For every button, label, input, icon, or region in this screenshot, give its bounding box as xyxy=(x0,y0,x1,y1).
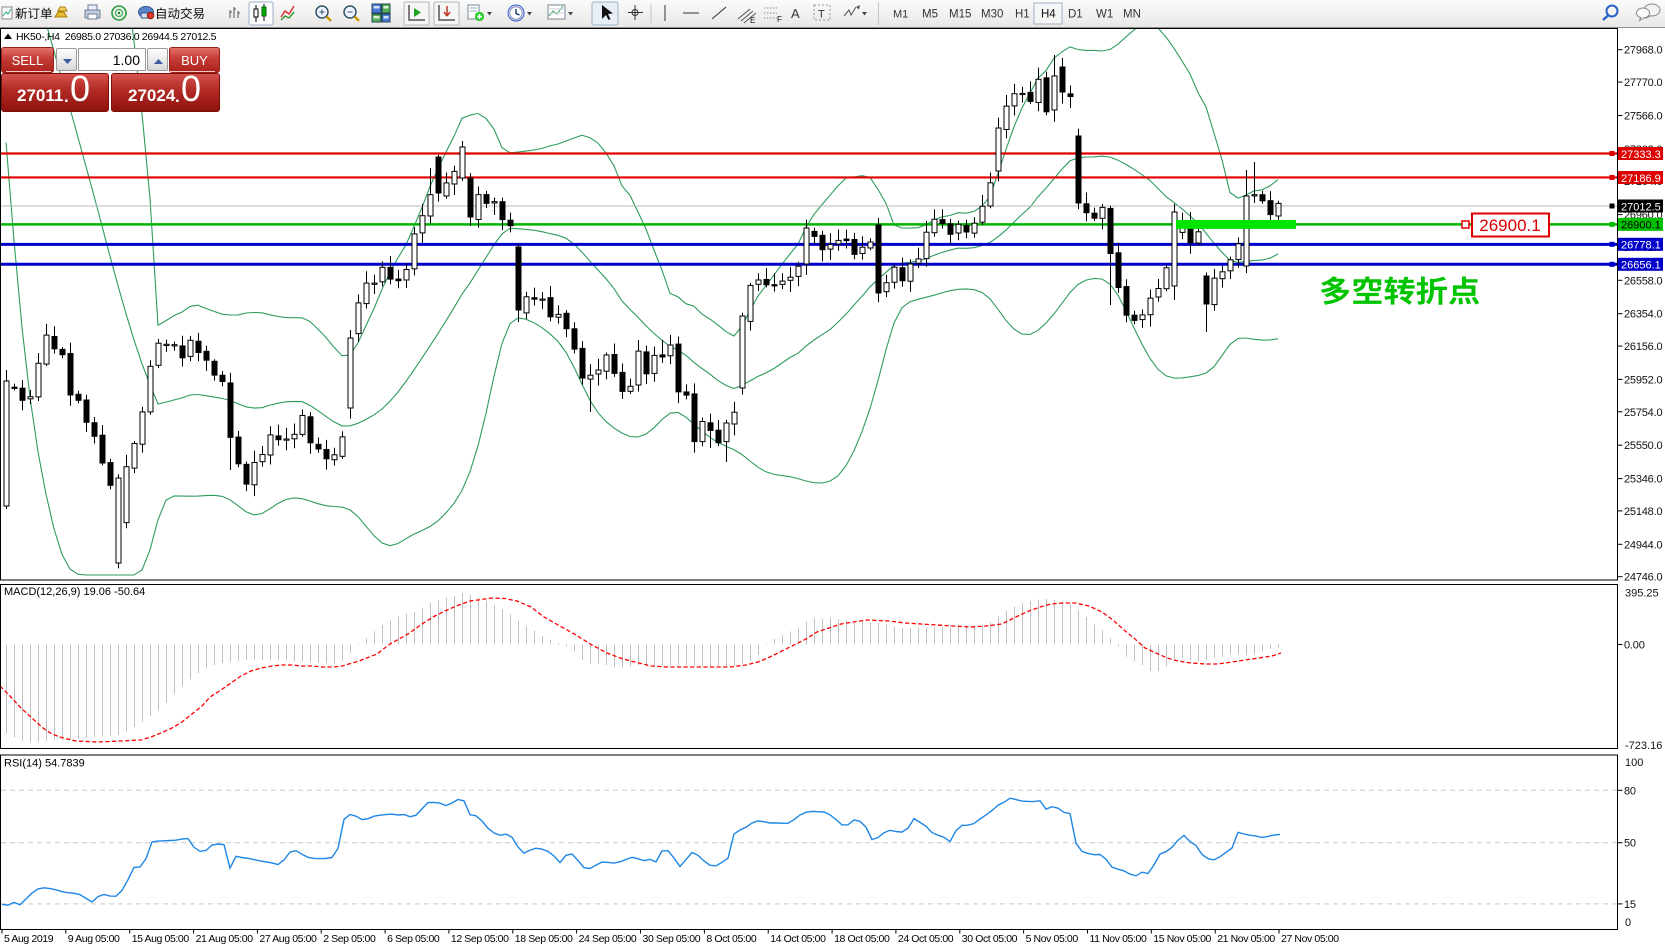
svg-text:A: A xyxy=(791,6,800,21)
svg-text:M15: M15 xyxy=(949,9,971,21)
svg-text:18 Oct 05:00: 18 Oct 05:00 xyxy=(834,933,890,945)
svg-text:8 Oct 05:00: 8 Oct 05:00 xyxy=(706,933,756,945)
svg-text:M5: M5 xyxy=(922,9,938,21)
svg-text:T: T xyxy=(818,9,825,21)
svg-text:25952.0: 25952.0 xyxy=(1624,374,1662,386)
svg-text:395.25: 395.25 xyxy=(1625,588,1659,600)
svg-text:21 Nov 05:00: 21 Nov 05:00 xyxy=(1217,933,1275,945)
svg-text:-723.16: -723.16 xyxy=(1625,740,1662,752)
svg-text:25754.0: 25754.0 xyxy=(1624,407,1662,419)
svg-text:27333.3: 27333.3 xyxy=(1621,149,1661,161)
svg-text:27 Nov 05:00: 27 Nov 05:00 xyxy=(1281,933,1339,945)
svg-text:E: E xyxy=(750,16,755,25)
svg-text:26656.1: 26656.1 xyxy=(1621,260,1661,272)
svg-text:9 Aug 05:00: 9 Aug 05:00 xyxy=(68,933,120,945)
svg-text:26354.0: 26354.0 xyxy=(1624,309,1662,321)
svg-text:24746.0: 24746.0 xyxy=(1624,572,1662,584)
svg-text:5 Nov 05:00: 5 Nov 05:00 xyxy=(1026,933,1079,945)
svg-text:26900.1: 26900.1 xyxy=(1621,220,1661,232)
svg-text:26900.1: 26900.1 xyxy=(1479,216,1540,235)
svg-text:2 Sep 05:00: 2 Sep 05:00 xyxy=(323,933,376,945)
svg-text:H1: H1 xyxy=(1015,9,1030,21)
svg-text:5 Aug 2019: 5 Aug 2019 xyxy=(4,933,54,945)
svg-text:27186.9: 27186.9 xyxy=(1621,173,1661,185)
svg-text:RSI(14) 54.7839: RSI(14) 54.7839 xyxy=(4,758,85,770)
svg-text:MACD(12,26,9) 19.06 -50.64: MACD(12,26,9) 19.06 -50.64 xyxy=(4,586,145,598)
svg-text:0: 0 xyxy=(1625,917,1631,929)
svg-text:27566.0: 27566.0 xyxy=(1624,111,1662,123)
svg-text:6 Sep 05:00: 6 Sep 05:00 xyxy=(387,933,440,945)
svg-text:F: F xyxy=(777,15,782,24)
svg-text:25148.0: 25148.0 xyxy=(1624,506,1662,518)
svg-text:HK50-,H4 26985.0 27036.0 2694: HK50-,H4 26985.0 27036.0 26944.5 27012.5 xyxy=(16,31,217,43)
svg-text:12 Sep 05:00: 12 Sep 05:00 xyxy=(451,933,509,945)
svg-text:27968.0: 27968.0 xyxy=(1624,45,1662,57)
svg-text:M1: M1 xyxy=(893,9,908,21)
svg-text:30 Oct 05:00: 30 Oct 05:00 xyxy=(962,933,1018,945)
svg-text:14 Oct 05:00: 14 Oct 05:00 xyxy=(770,933,826,945)
svg-text:80: 80 xyxy=(1624,785,1636,797)
svg-text:D1: D1 xyxy=(1068,9,1083,21)
svg-text:MN: MN xyxy=(1123,9,1141,21)
svg-text:24 Oct 05:00: 24 Oct 05:00 xyxy=(898,933,954,945)
svg-text:15 Aug 05:00: 15 Aug 05:00 xyxy=(132,933,190,945)
svg-text:30 Sep 05:00: 30 Sep 05:00 xyxy=(643,933,701,945)
svg-text:0.00: 0.00 xyxy=(1624,640,1645,652)
svg-text:26778.1: 26778.1 xyxy=(1621,240,1661,252)
svg-text:25346.0: 25346.0 xyxy=(1624,474,1662,486)
svg-text:26558.0: 26558.0 xyxy=(1624,275,1662,287)
svg-text:24 Sep 05:00: 24 Sep 05:00 xyxy=(579,933,637,945)
svg-text:18 Sep 05:00: 18 Sep 05:00 xyxy=(515,933,573,945)
svg-text:26156.0: 26156.0 xyxy=(1624,341,1662,353)
svg-text:15 Nov 05:00: 15 Nov 05:00 xyxy=(1153,933,1211,945)
svg-text:27012.5: 27012.5 xyxy=(1621,201,1661,213)
svg-text:W1: W1 xyxy=(1096,9,1113,21)
svg-text:15: 15 xyxy=(1624,899,1636,911)
svg-text:24944.0: 24944.0 xyxy=(1624,539,1662,551)
svg-text:27 Aug 05:00: 27 Aug 05:00 xyxy=(259,933,317,945)
svg-text:H4: H4 xyxy=(1041,9,1056,21)
svg-text:27770.0: 27770.0 xyxy=(1624,77,1662,89)
svg-text:50: 50 xyxy=(1624,838,1636,850)
svg-text:100: 100 xyxy=(1625,757,1643,769)
svg-text:21 Aug 05:00: 21 Aug 05:00 xyxy=(196,933,254,945)
svg-text:25550.0: 25550.0 xyxy=(1624,440,1662,452)
svg-text:11 Nov 05:00: 11 Nov 05:00 xyxy=(1090,933,1147,945)
svg-text:M30: M30 xyxy=(981,9,1003,21)
